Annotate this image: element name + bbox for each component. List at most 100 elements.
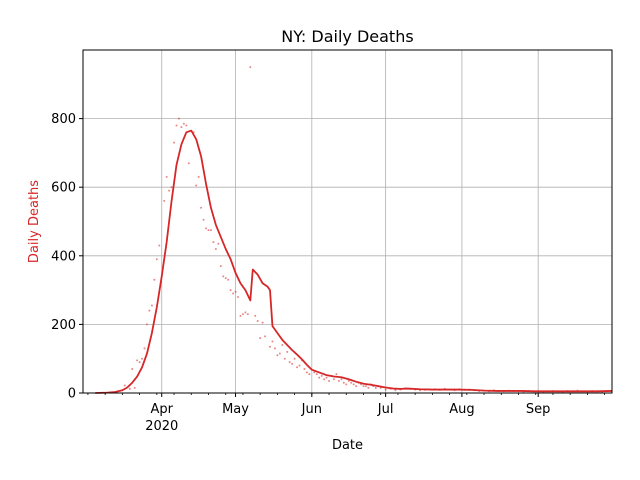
daily-point <box>155 258 158 261</box>
daily-point <box>163 199 166 202</box>
daily-point <box>180 126 183 129</box>
x-tick-label: May <box>222 402 249 417</box>
daily-point <box>254 314 257 317</box>
daily-point <box>347 379 350 382</box>
daily-point <box>315 373 318 376</box>
daily-point <box>182 122 185 125</box>
x-tick-label: Apr <box>150 402 173 417</box>
x-axis-label: Date <box>332 438 363 453</box>
daily-point <box>224 277 227 280</box>
daily-point <box>374 386 377 389</box>
daily-point <box>271 340 274 343</box>
daily-point <box>355 385 358 388</box>
x-tick-label: Jul <box>377 402 394 417</box>
y-tick-label: 0 <box>68 387 76 402</box>
x-tick-label: Aug <box>449 402 474 417</box>
daily-point <box>227 278 230 281</box>
plot-frame <box>82 49 613 394</box>
daily-point <box>143 347 146 350</box>
daily-point <box>325 376 328 379</box>
daily-point <box>177 117 180 120</box>
daily-point <box>145 323 148 326</box>
daily-point <box>332 378 335 381</box>
daily-point <box>136 359 139 362</box>
daily-point <box>323 378 326 381</box>
daily-point <box>342 381 345 384</box>
daily-point <box>219 265 222 268</box>
daily-point <box>352 383 355 386</box>
daily-point <box>337 379 340 382</box>
daily-point <box>212 241 215 244</box>
x-tick-label: Jun <box>301 402 322 417</box>
daily-point <box>291 362 294 365</box>
daily-point <box>170 186 173 189</box>
daily-point <box>350 381 353 384</box>
daily-point <box>168 189 171 192</box>
daily-point <box>175 124 178 127</box>
daily-point <box>259 337 262 340</box>
y-axis-label: Daily Deaths <box>27 180 42 263</box>
y-axis-ticks: 0 200 400 600 800 <box>51 112 83 402</box>
gridlines <box>83 50 612 394</box>
daily-point <box>286 350 289 353</box>
x-axis-ticks: Apr 2020 May Jun Jul Aug Sep <box>87 393 606 434</box>
daily-point <box>298 364 301 367</box>
daily-point <box>123 384 126 387</box>
daily-point <box>362 385 365 388</box>
daily-point <box>138 361 141 364</box>
daily-point <box>229 289 232 292</box>
smoothed-line <box>95 129 613 394</box>
daily-point <box>217 242 220 245</box>
daily-point <box>200 206 203 209</box>
daily-point <box>237 295 240 298</box>
daily-point <box>214 247 217 250</box>
daily-point <box>305 371 308 374</box>
chart-title: NY: Daily Deaths <box>281 27 413 46</box>
daily-point <box>249 66 252 69</box>
daily-point <box>293 357 296 360</box>
daily-point <box>288 361 291 364</box>
daily-point <box>148 309 151 312</box>
daily-point <box>320 374 323 377</box>
daily-point <box>239 314 242 317</box>
daily-point <box>141 357 144 360</box>
y-tick-label: 800 <box>51 112 76 127</box>
y-tick-label: 600 <box>51 181 76 196</box>
daily-point <box>234 290 237 293</box>
daily-point <box>345 383 348 386</box>
daily-point <box>202 218 205 221</box>
daily-point <box>150 304 153 307</box>
smoothed-line-series <box>95 129 613 394</box>
daily-point <box>303 367 306 370</box>
daily-point <box>205 227 208 230</box>
daily-point <box>364 385 367 388</box>
daily-point <box>256 319 259 322</box>
daily-point <box>158 244 161 247</box>
daily-point <box>246 313 249 316</box>
daily-point <box>165 175 168 178</box>
daily-point <box>328 379 331 382</box>
daily-point <box>232 292 235 295</box>
daily-point <box>296 366 299 369</box>
daily-point <box>278 352 281 355</box>
daily-point <box>128 387 131 390</box>
daily-point <box>276 354 279 357</box>
daily-point <box>264 335 267 338</box>
daily-point <box>244 311 247 314</box>
daily-point <box>313 371 316 374</box>
y-tick-label: 400 <box>51 249 76 264</box>
daily-point <box>195 184 198 187</box>
daily-point <box>394 389 397 392</box>
daily-point <box>185 124 188 127</box>
daily-point <box>207 229 210 232</box>
daily-point <box>268 345 271 348</box>
daily-point <box>318 376 321 379</box>
x-tick-label: Sep <box>526 402 551 417</box>
daily-point <box>187 162 190 165</box>
daily-point <box>308 373 311 376</box>
daily-point <box>273 347 276 350</box>
daily-point <box>131 367 134 370</box>
daily-point <box>367 386 370 389</box>
